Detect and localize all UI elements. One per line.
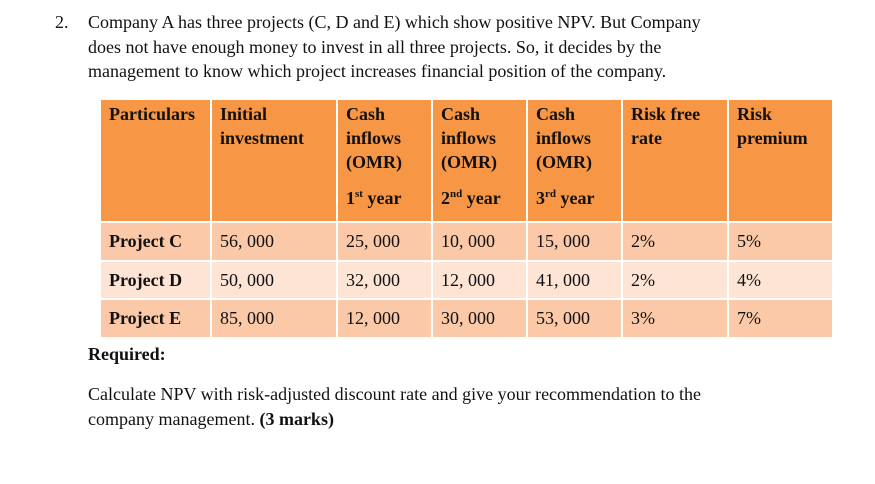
header-initial-line-1: Initial bbox=[220, 104, 268, 124]
header-particulars-label: Particulars bbox=[109, 104, 195, 124]
project-name: Project E bbox=[99, 298, 212, 339]
cash-inflow-year-2-value: 30, 000 bbox=[431, 298, 528, 339]
header-riskfree-line-2: rate bbox=[631, 128, 662, 148]
header-premium-line-2: premium bbox=[737, 128, 808, 148]
initial-investment-value: 56, 000 bbox=[210, 221, 338, 262]
instruction-line-2-text: company management. bbox=[88, 408, 260, 429]
header-cash3-line-3: (OMR) bbox=[536, 152, 592, 172]
instruction-block: Calculate NPV with risk-adjusted discoun… bbox=[88, 382, 808, 431]
header-risk-free-rate: Risk free rate bbox=[621, 98, 729, 223]
header-cash3-year: 3rd year bbox=[536, 188, 595, 208]
marks-label: (3 marks) bbox=[259, 408, 334, 429]
cash-inflow-year-3-value: 15, 000 bbox=[526, 221, 623, 262]
header-initial-investment: Initial investment bbox=[210, 98, 338, 223]
table-row: Project C 56, 000 25, 000 10, 000 15, 00… bbox=[99, 221, 834, 262]
cash-inflow-year-3-value: 41, 000 bbox=[526, 260, 623, 300]
header-cash1-line-1: Cash bbox=[346, 104, 386, 124]
initial-investment-value: 85, 000 bbox=[210, 298, 338, 339]
projects-table: Particulars Initial investment Cash infl… bbox=[99, 98, 834, 339]
risk-free-rate-value: 2% bbox=[621, 221, 729, 262]
header-cash2-line-1: Cash bbox=[441, 104, 481, 124]
header-cash2-line-3: (OMR) bbox=[441, 152, 497, 172]
cash-inflow-year-2-value: 12, 000 bbox=[431, 260, 528, 300]
header-risk-premium: Risk premium bbox=[727, 98, 834, 223]
cash-inflow-year-3-value: 53, 000 bbox=[526, 298, 623, 339]
header-particulars: Particulars bbox=[99, 98, 212, 223]
header-cash3-line-2: inflows bbox=[536, 128, 592, 148]
cash-inflow-year-2-value: 10, 000 bbox=[431, 221, 528, 262]
instruction-line-2: company management. (3 marks) bbox=[88, 407, 808, 432]
question-number: 2. bbox=[55, 12, 69, 32]
header-cash-inflow-year-2: Cash inflows (OMR) 2nd year bbox=[431, 98, 528, 223]
header-cash2-year: 2nd year bbox=[441, 188, 501, 208]
table-row: Project E 85, 000 12, 000 30, 000 53, 00… bbox=[99, 298, 834, 339]
risk-premium-value: 5% bbox=[727, 221, 834, 262]
project-name: Project C bbox=[99, 221, 212, 262]
header-premium-line-1: Risk bbox=[737, 104, 773, 124]
cash-inflow-year-1-value: 25, 000 bbox=[336, 221, 433, 262]
question-line-3: management to know which project increas… bbox=[88, 61, 667, 81]
header-cash-inflow-year-1: Cash inflows (OMR) 1st year bbox=[336, 98, 433, 223]
header-cash2-line-2: inflows bbox=[441, 128, 497, 148]
question-text: Company A has three projects (C, D and E… bbox=[88, 10, 815, 84]
cash-inflow-year-1-value: 12, 000 bbox=[336, 298, 433, 339]
header-riskfree-line-1: Risk free bbox=[631, 104, 701, 124]
question-line-2: does not have enough money to invest in … bbox=[88, 36, 662, 57]
header-cash1-year: 1st year bbox=[346, 188, 402, 208]
risk-premium-value: 4% bbox=[727, 260, 834, 300]
header-initial-line-2: investment bbox=[220, 128, 304, 148]
risk-premium-value: 7% bbox=[727, 298, 834, 339]
table-row: Project D 50, 000 32, 000 12, 000 41, 00… bbox=[99, 260, 834, 300]
risk-free-rate-value: 3% bbox=[621, 298, 729, 339]
cash-inflow-year-1-value: 32, 000 bbox=[336, 260, 433, 300]
table-header-row: Particulars Initial investment Cash infl… bbox=[99, 98, 834, 223]
question-block: 2. Company A has three projects (C, D an… bbox=[55, 10, 815, 84]
header-cash-inflow-year-3: Cash inflows (OMR) 3rd year bbox=[526, 98, 623, 223]
header-cash3-line-1: Cash bbox=[536, 104, 576, 124]
risk-free-rate-value: 2% bbox=[621, 260, 729, 300]
instruction-line-1: Calculate NPV with risk-adjusted discoun… bbox=[88, 384, 702, 404]
required-heading: Required: bbox=[88, 344, 166, 364]
project-name: Project D bbox=[99, 260, 212, 300]
initial-investment-value: 50, 000 bbox=[210, 260, 338, 300]
header-cash1-line-3: (OMR) bbox=[346, 152, 402, 172]
header-cash1-line-2: inflows bbox=[346, 128, 402, 148]
question-line-1: Company A has three projects (C, D and E… bbox=[88, 12, 701, 32]
